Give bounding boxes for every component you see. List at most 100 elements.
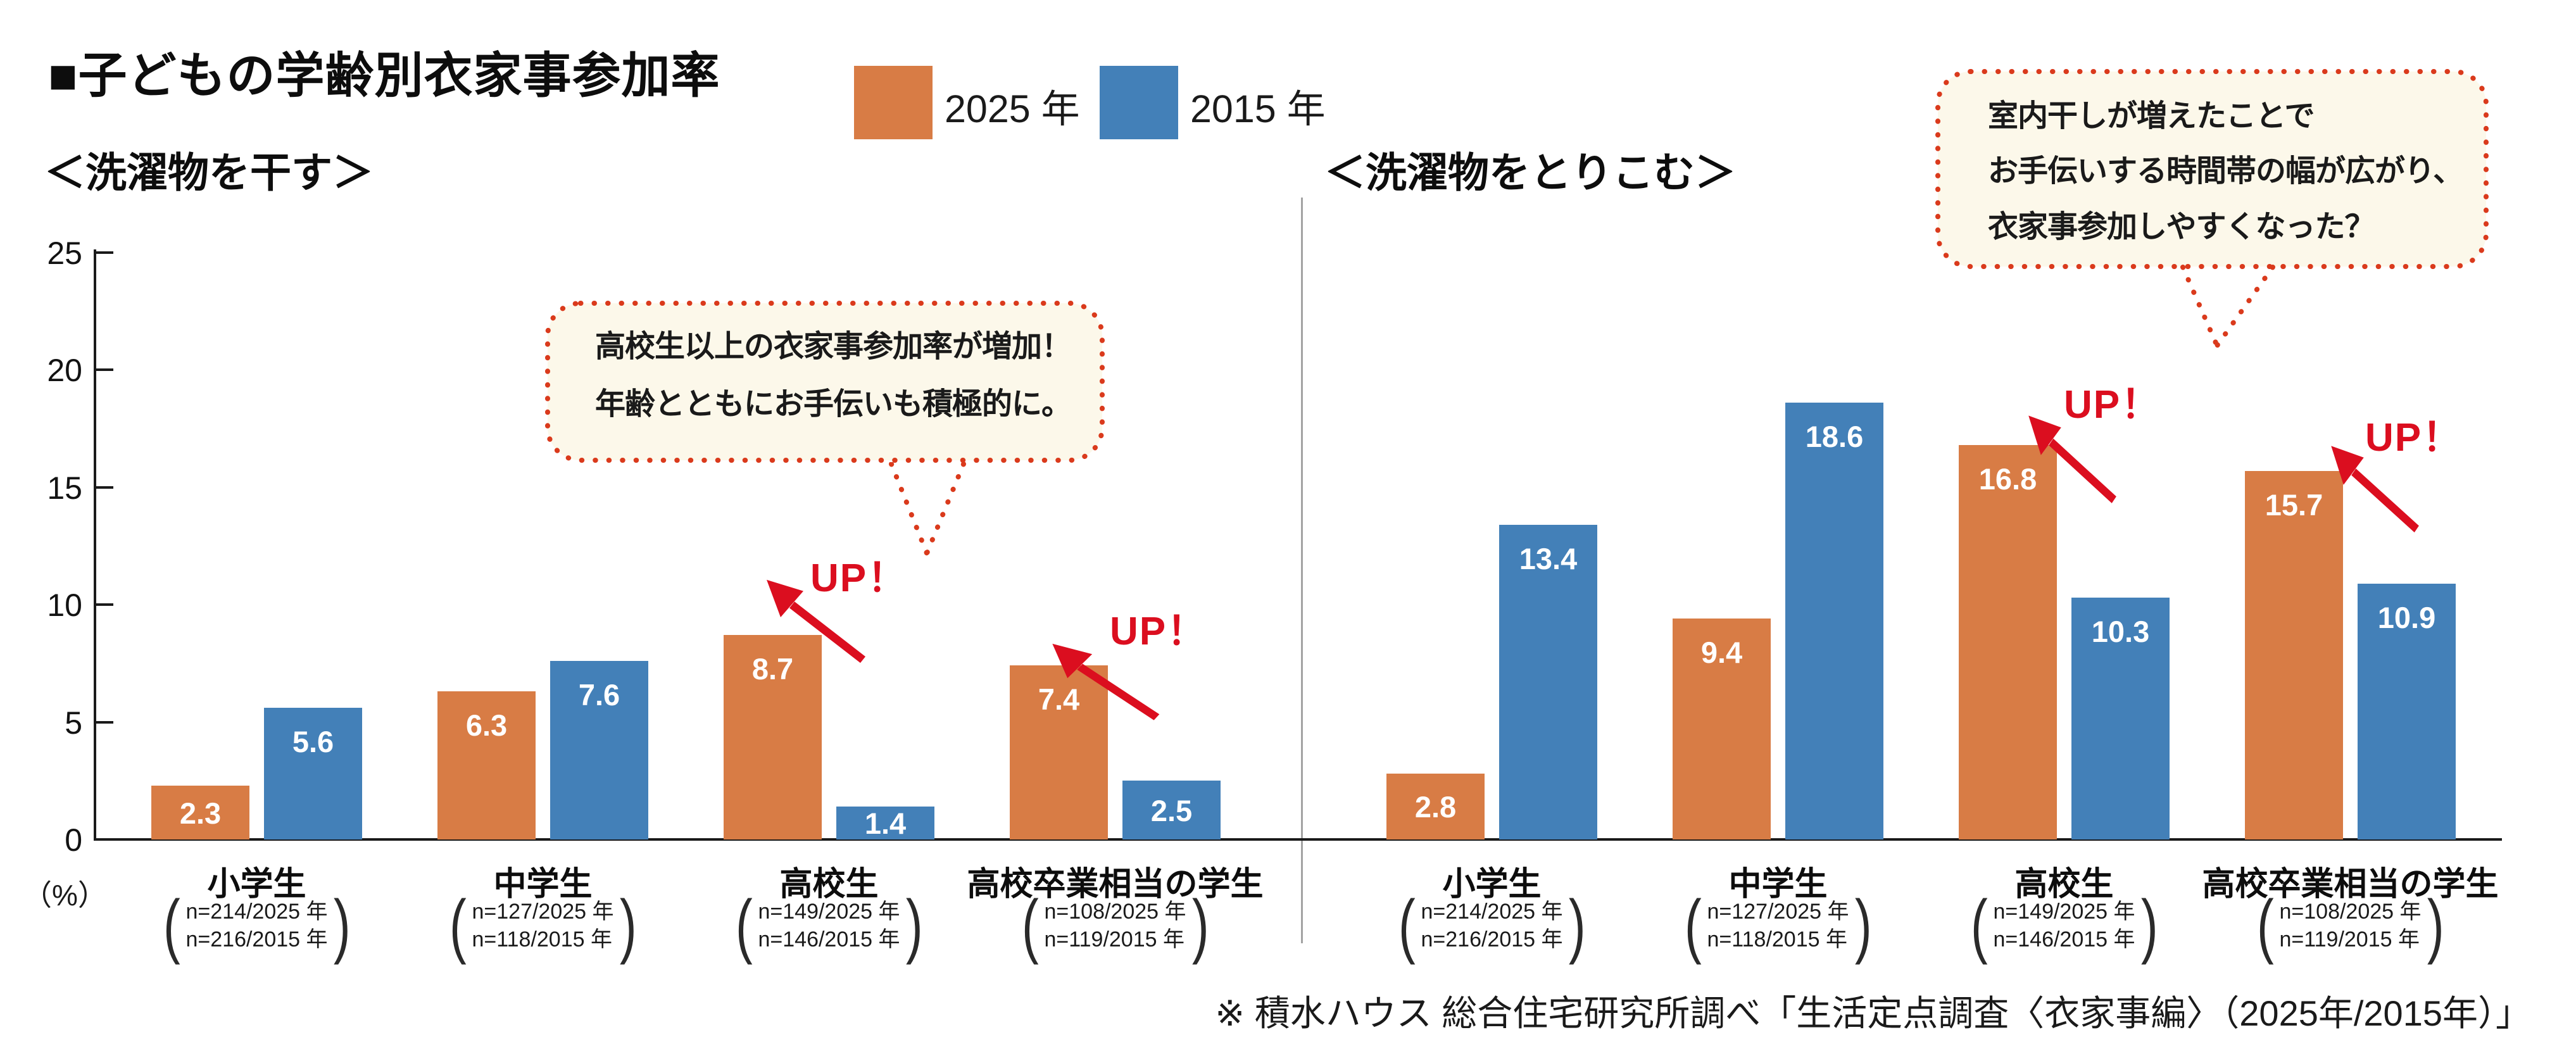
sample-size-note: (n=108/2025 年 n=119/2015 年): [1018, 886, 1212, 965]
paren-close-decoration: ): [1568, 886, 1586, 965]
y-tick-mark: [96, 720, 113, 724]
bar-2015 年-中学生: 18.6: [1785, 403, 1883, 839]
category-label: 高校卒業相当の学生: [2202, 866, 2499, 903]
category-label: 中学生: [1728, 866, 1828, 903]
bar-value-label: 9.4: [1700, 636, 1743, 669]
sample-size-line: n=146/2015 年: [758, 927, 900, 952]
sample-size-line: n=118/2015 年: [1707, 927, 1847, 952]
bubble-line: お手伝いする時間帯の幅が広がり、: [1988, 154, 2463, 189]
sample-size-line: n=108/2025 年: [1044, 899, 1186, 924]
sample-size-line: n=149/2025 年: [1993, 899, 2135, 924]
paren-close-decoration: ): [2427, 886, 2444, 965]
sample-size-line: n=108/2025 年: [2279, 899, 2422, 924]
paren-close-decoration: ): [619, 886, 637, 965]
paren-open-decoration: (: [1021, 886, 1039, 965]
up-label: UP！: [1110, 610, 1208, 653]
y-tick-label: 25: [47, 235, 82, 271]
paren-open-decoration: (: [735, 886, 753, 965]
bar-value-label: 5.6: [292, 725, 334, 758]
bar-value-label: 18.6: [1805, 420, 1864, 453]
bar-value-label: 6.3: [465, 708, 508, 742]
sample-size-line: n=146/2015 年: [1993, 927, 2135, 952]
bar-value-label: 7.6: [578, 678, 620, 712]
bar-value-label: 2.8: [1414, 790, 1457, 824]
paren-close-decoration: ): [905, 886, 923, 965]
paren-open-decoration: (: [1684, 886, 1702, 965]
up-annotation-take-in-highschool: UP！: [2020, 372, 2168, 508]
speech-bubble-tail: [889, 462, 966, 556]
bar-2025 年-高校卒業相当の学生: 7.4: [1010, 665, 1108, 839]
paren-open-decoration: (: [449, 886, 467, 965]
bar-2025 年-高校卒業相当の学生: 15.7: [2245, 471, 2343, 839]
sample-size-lines: n=214/2025 年 n=216/2015 年: [185, 898, 327, 955]
speech-bubble-border: [545, 301, 1105, 463]
sample-size-line: n=216/2015 年: [185, 927, 328, 952]
bar-2025 年-中学生: 9.4: [1673, 619, 1771, 839]
up-label: UP！: [2064, 383, 2162, 427]
y-tick-label: 15: [47, 470, 82, 506]
bar-2025 年-小学生: 2.8: [1386, 774, 1485, 839]
category-label: 小学生: [1442, 866, 1542, 903]
paren-close-decoration: ): [1854, 886, 1872, 965]
paren-open-decoration: (: [2256, 886, 2274, 965]
speech-bubble-text: 室内干しが増えたことで お手伝いする時間帯の幅が広がり、 衣家事参加しやすくなっ…: [1988, 89, 2463, 254]
sample-size-line: n=214/2025 年: [1421, 899, 1563, 924]
page-title: ■子どもの学齢別衣家事参加率: [48, 49, 720, 103]
bar-2025 年-中学生: 6.3: [437, 691, 536, 839]
up-annotation-hang-highschool: UP！: [757, 546, 965, 667]
chart-title-take-in-laundry: ＜洗濯物をとりこむ＞: [1324, 149, 1737, 196]
y-tick-label: 20: [47, 353, 82, 388]
category-label: 中学生: [493, 866, 593, 903]
y-tick-mark: [96, 251, 113, 254]
bar-2025 年-小学生: 2.3: [151, 786, 249, 839]
category-label: 高校生: [2014, 866, 2114, 903]
bar-value-label: 15.7: [2265, 488, 2323, 522]
sample-size-line: n=119/2015 年: [2279, 927, 2420, 952]
bubble-line: 年齢とともにお手伝いも積極的に。: [595, 387, 1072, 422]
sample-size-note: (n=127/2025 年 n=118/2015 年): [1681, 886, 1875, 965]
legend-label-2015: 2015 年: [1190, 87, 1326, 130]
bar-value-label: 8.7: [751, 652, 794, 686]
legend-swatch-2015: [1100, 66, 1178, 139]
sample-size-lines: n=149/2025 年 n=146/2015 年: [1993, 898, 2135, 955]
up-annotation-take-in-graduate: UP！: [2322, 405, 2471, 537]
speech-bubble-border: [1935, 69, 2489, 269]
bar-2015 年-高校卒業相当の学生: 2.5: [1122, 781, 1221, 839]
bubble-line: 室内干しが増えたことで: [1988, 99, 2315, 133]
bar-value-label: 2.3: [179, 796, 222, 830]
paren-close-decoration: ): [333, 886, 351, 965]
bar-2025 年-高校生: 8.7: [724, 635, 822, 839]
chart-divider-line: [1301, 198, 1303, 943]
up-arrow-icon: [2028, 415, 2116, 503]
bar-2015 年-高校卒業相当の学生: 10.9: [2358, 584, 2456, 839]
paren-open-decoration: (: [163, 886, 180, 965]
speech-bubble-tail: [2180, 265, 2275, 348]
bubble-line: 高校生以上の衣家事参加率が増加！: [595, 330, 1072, 363]
up-arrow-icon: [2331, 446, 2419, 532]
bubble-line: 衣家事参加しやすくなった？: [1988, 210, 2375, 244]
y-tick-mark: [96, 603, 113, 606]
sample-size-lines: n=149/2025 年 n=146/2015 年: [758, 898, 900, 955]
legend-label-2025: 2025 年: [945, 87, 1080, 130]
up-label: UP！: [810, 556, 908, 600]
up-annotation-hang-graduate: UP！: [1041, 599, 1206, 726]
bar-2015 年-高校生: 10.3: [2071, 598, 2170, 839]
sample-size-lines: n=108/2025 年 n=119/2015 年: [2279, 898, 2421, 955]
sample-size-lines: n=127/2025 年 n=118/2015 年: [1707, 898, 1849, 955]
up-arrow-icon: [1052, 643, 1160, 720]
bar-2015 年-中学生: 7.6: [550, 661, 648, 839]
sample-size-note: (n=214/2025 年 n=216/2015 年): [1395, 886, 1589, 965]
category-label: 高校生: [779, 866, 879, 903]
sample-size-lines: n=127/2025 年 n=118/2015 年: [472, 898, 613, 955]
up-arrow-icon: [767, 579, 866, 663]
sample-size-note: (n=127/2025 年 n=118/2015 年): [446, 886, 640, 965]
speech-bubble-text: 高校生以上の衣家事参加率が増加！ 年齢とともにお手伝いも積極的に。: [595, 318, 1072, 433]
sample-size-line: n=119/2015 年: [1044, 927, 1184, 952]
sample-size-line: n=127/2025 年: [472, 899, 614, 924]
sample-size-lines: n=108/2025 年 n=119/2015 年: [1044, 898, 1186, 955]
speech-bubble-take-in: 室内干しが増えたことで お手伝いする時間帯の幅が広がり、 衣家事参加しやすくなっ…: [1933, 67, 2491, 271]
bar-value-label: 2.5: [1150, 793, 1193, 827]
bar-value-label: 1.4: [864, 807, 907, 840]
